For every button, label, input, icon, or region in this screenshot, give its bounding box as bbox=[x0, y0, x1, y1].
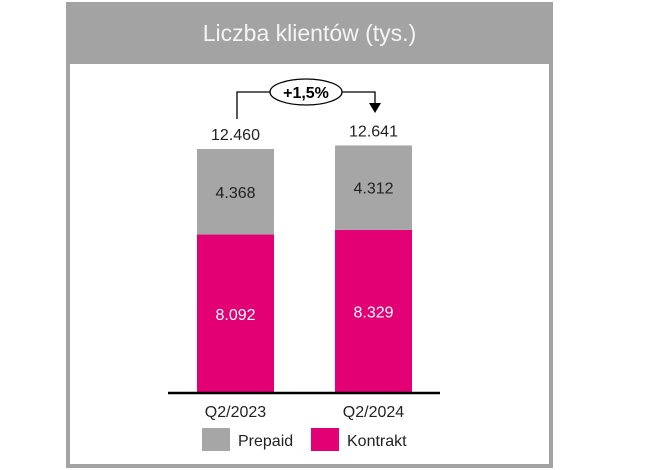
legend-swatch-prepaid bbox=[202, 428, 230, 451]
chart-panel bbox=[70, 64, 549, 464]
annotation-connector bbox=[236, 91, 270, 119]
arrow-head-icon bbox=[369, 103, 381, 113]
category-label: Q2/2024 bbox=[343, 404, 404, 421]
annotation-connector bbox=[341, 91, 376, 104]
data-label: 8.092 bbox=[215, 307, 255, 324]
legend-swatch-kontrakt bbox=[311, 428, 339, 451]
bar-prepaid bbox=[335, 145, 412, 230]
growth-annotation: +1,5% bbox=[283, 85, 329, 102]
bar-prepaid bbox=[197, 149, 274, 235]
legend-label: Kontrakt bbox=[347, 433, 407, 450]
data-label: 4.312 bbox=[353, 181, 393, 198]
chart-title: Liczba klientów (tys.) bbox=[202, 19, 417, 46]
total-label: 12.460 bbox=[211, 127, 260, 144]
legend-label: Prepaid bbox=[238, 433, 293, 450]
data-label: 8.329 bbox=[353, 304, 393, 321]
annotation-oval bbox=[269, 78, 343, 106]
bar-kontrakt bbox=[335, 229, 412, 393]
total-label: 12.641 bbox=[349, 123, 398, 140]
bar-kontrakt bbox=[197, 234, 274, 393]
data-label: 4.368 bbox=[215, 185, 255, 202]
category-label: Q2/2023 bbox=[205, 404, 266, 421]
